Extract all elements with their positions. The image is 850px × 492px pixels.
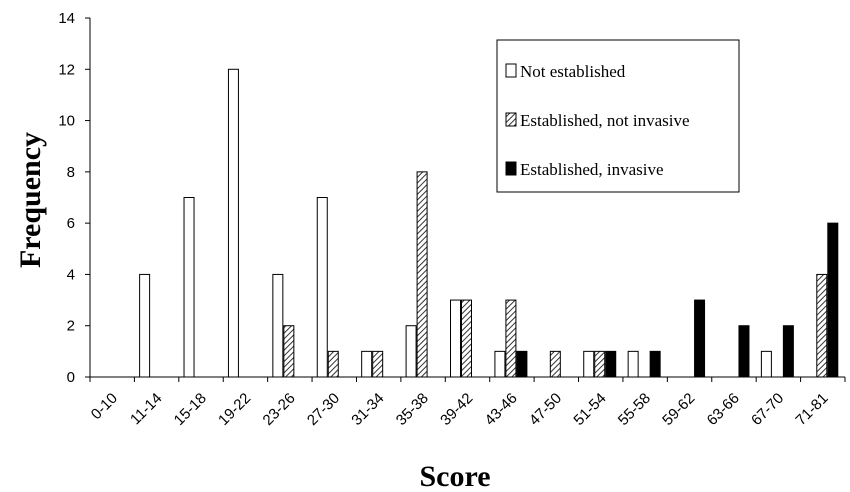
y-tick-label: 6 xyxy=(67,215,75,232)
x-tick-label: 71-81 xyxy=(792,390,831,429)
bar-established-not-invasive xyxy=(549,350,561,378)
bar-established-invasive xyxy=(827,222,839,378)
bar-not-established xyxy=(139,273,151,378)
y-tick-label: 4 xyxy=(67,266,75,283)
x-tick-label: 35-38 xyxy=(393,390,432,429)
bar-not-established xyxy=(583,350,595,378)
bar-established-not-invasive xyxy=(594,350,606,378)
x-tick-label: 11-14 xyxy=(127,390,165,428)
bar-not-established xyxy=(272,273,284,378)
x-tick-label: 0-10 xyxy=(88,390,121,423)
bar-established-not-invasive xyxy=(416,171,428,378)
legend-box xyxy=(496,39,740,193)
bar-established-not-invasive xyxy=(505,299,517,378)
legend-swatch-established-not-invasive xyxy=(505,112,517,127)
bar-established-not-invasive xyxy=(327,350,339,378)
x-tick-label: 51-54 xyxy=(570,390,609,429)
y-tick-label: 8 xyxy=(67,164,75,181)
bar-not-established xyxy=(361,350,373,378)
bar-established-invasive xyxy=(649,350,661,378)
x-tick-label: 23-26 xyxy=(260,390,299,429)
bar-established-not-invasive xyxy=(461,299,472,378)
bar-not-established xyxy=(183,197,195,378)
legend: Not established Established, not invasiv… xyxy=(496,39,740,193)
legend-swatch-established-invasive xyxy=(505,161,517,176)
x-tick-label: 67-70 xyxy=(748,390,787,429)
bar-established-invasive xyxy=(694,299,706,378)
bar-established-invasive xyxy=(738,325,750,378)
x-tick-label: 19-22 xyxy=(215,390,254,429)
x-axis-ticks: 0-10 11-14 15-18 19-22 23-26 27-30 31-34 35-38 3… xyxy=(88,377,846,429)
x-tick-label: 55-58 xyxy=(615,390,654,429)
bar-established-not-invasive xyxy=(372,350,384,378)
y-tick-label: 10 xyxy=(58,113,75,130)
legend-swatch-not-established xyxy=(505,63,517,78)
y-axis-title: Frequency xyxy=(14,132,47,268)
y-tick-label: 0 xyxy=(67,369,75,386)
y-axis-ticks: 0 2 4 6 8 10 12 14 xyxy=(58,10,90,386)
bar-established-invasive xyxy=(782,325,794,378)
bar-not-established xyxy=(227,68,239,378)
x-axis-title: Score xyxy=(419,460,490,492)
bar-not-established xyxy=(316,197,328,378)
x-tick-label: 59-62 xyxy=(659,390,698,429)
x-tick-label: 39-42 xyxy=(437,390,476,429)
bar-not-established xyxy=(627,350,639,378)
y-tick-label: 14 xyxy=(58,10,75,27)
y-tick-label: 2 xyxy=(67,318,75,335)
bar-established-not-invasive xyxy=(816,273,828,378)
bar-established-not-invasive xyxy=(283,325,295,378)
bar-not-established xyxy=(760,350,772,378)
x-tick-label: 63-66 xyxy=(704,390,743,429)
y-tick-label: 12 xyxy=(58,61,75,78)
x-tick-label: 31-34 xyxy=(348,390,387,429)
bar-not-established xyxy=(494,350,506,378)
x-tick-label: 27-30 xyxy=(304,390,343,429)
legend-label-established-invasive: Established, invasive xyxy=(520,160,664,179)
legend-label-not-established: Not established xyxy=(520,62,626,81)
bar-established-invasive xyxy=(605,350,617,378)
bar-not-established xyxy=(450,299,461,378)
x-tick-label: 15-18 xyxy=(171,390,210,429)
legend-label-established-not-invasive: Established, not invasive xyxy=(520,111,690,130)
bar-not-established xyxy=(405,325,417,378)
x-tick-label: 47-50 xyxy=(526,390,565,429)
x-tick-label: 43-46 xyxy=(482,390,521,429)
bar-established-invasive xyxy=(516,350,528,378)
